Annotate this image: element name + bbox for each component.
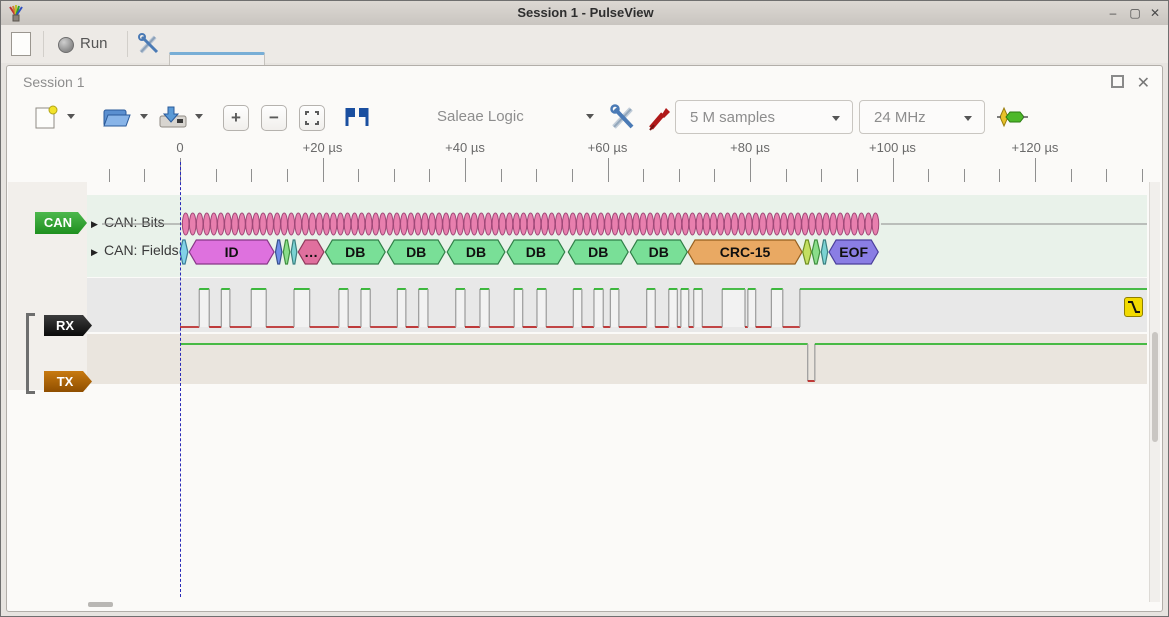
- vertical-scrollbar-handle[interactable]: [1152, 332, 1158, 442]
- row-label-can-bits: CAN: Bits: [104, 214, 165, 230]
- ruler-tick: [963, 169, 965, 182]
- ruler-tick: [821, 169, 823, 182]
- ruler-tick: [144, 169, 146, 182]
- window-title: Session 1 - PulseView: [517, 5, 654, 20]
- channels-probe-icon[interactable]: [647, 104, 673, 132]
- ruler-tick: [607, 158, 609, 182]
- channel-tag-rx[interactable]: RX: [44, 315, 92, 336]
- ruler-tick: [358, 169, 360, 182]
- device-dropdown-arrow[interactable]: [586, 114, 594, 119]
- ruler-tick: [1106, 169, 1108, 182]
- row-label-can-fields: CAN: Fields: [104, 242, 179, 258]
- ruler-tick: [500, 169, 502, 182]
- session-title: Session 1: [23, 74, 85, 90]
- sample-rate-value: 24 MHz: [874, 109, 926, 126]
- ruler-tick: [928, 169, 930, 182]
- open-file-icon[interactable]: [100, 102, 132, 132]
- settings-tools-icon[interactable]: [137, 32, 161, 56]
- decoder-row-background[interactable]: [87, 195, 1147, 277]
- ruler-tick: [215, 169, 217, 182]
- new-file-icon[interactable]: [32, 102, 62, 132]
- ruler-tick: [286, 169, 288, 182]
- sample-count-arrow: [832, 116, 840, 121]
- ruler-tick: [322, 158, 324, 182]
- trigger-buttons-icon[interactable]: [341, 104, 375, 130]
- channel-tag-tx[interactable]: TX: [44, 371, 92, 392]
- sample-count-select[interactable]: 5 M samples: [675, 100, 853, 134]
- open-dropdown-arrow[interactable]: [140, 114, 148, 119]
- session-subwindow: Session 1 ✕ + −: [6, 65, 1163, 612]
- ruler-tick: [856, 169, 858, 182]
- tx-row-background[interactable]: [87, 334, 1147, 384]
- ruler-label: +20 µs: [302, 140, 343, 155]
- save-file-icon[interactable]: [157, 102, 189, 132]
- ruler-tick: [251, 169, 253, 182]
- ruler-tick: [1141, 169, 1143, 182]
- ruler-tick: [1070, 169, 1072, 182]
- ruler-tick: [785, 169, 787, 182]
- toolbar-separator: [127, 31, 128, 57]
- new-dropdown-arrow[interactable]: [67, 114, 75, 119]
- ruler-label: +100 µs: [869, 140, 916, 155]
- ruler-tick: [892, 158, 894, 182]
- ruler-tick: [536, 169, 538, 182]
- rx-row-background[interactable]: [87, 278, 1147, 332]
- ruler-tick: [108, 169, 110, 182]
- sample-rate-arrow: [964, 116, 972, 121]
- ruler-label: +80 µs: [730, 140, 770, 155]
- sample-count-value: 5 M samples: [690, 109, 776, 126]
- save-dropdown-arrow[interactable]: [195, 114, 203, 119]
- zoom-fit-icon: [305, 111, 319, 125]
- title-bar[interactable]: Session 1 - PulseView – ▢ ✕: [1, 1, 1168, 26]
- zoom-in-button[interactable]: +: [223, 105, 249, 131]
- ruler-label: 0: [176, 140, 184, 155]
- ruler-tick: [678, 169, 680, 182]
- minimize-button[interactable]: –: [1109, 6, 1117, 20]
- toolbar-separator: [43, 31, 44, 57]
- add-decoder-icon[interactable]: [997, 106, 1029, 128]
- new-session-icon[interactable]: [11, 32, 31, 56]
- vertical-scrollbar[interactable]: [1149, 182, 1160, 602]
- run-button-label: Run: [80, 35, 108, 52]
- ruler-tick: [999, 169, 1001, 182]
- ruler-tick: [393, 169, 395, 182]
- ruler-label: +120 µs: [1011, 140, 1059, 155]
- main-toolbar: Run Session 1 ✕: [1, 25, 1168, 87]
- ruler-tick: [750, 158, 751, 182]
- float-window-button[interactable]: [1111, 75, 1124, 88]
- close-button[interactable]: ✕: [1149, 6, 1161, 20]
- ruler-label: +60 µs: [587, 140, 628, 155]
- ruler-tick: [571, 169, 573, 182]
- sample-rate-select[interactable]: 24 MHz: [859, 100, 985, 134]
- ruler-tick: [429, 169, 431, 182]
- device-config-icon[interactable]: [609, 104, 637, 132]
- ruler-tick: [643, 169, 645, 182]
- close-session-button[interactable]: ✕: [1136, 75, 1150, 92]
- device-selector[interactable]: Saleae Logic: [437, 108, 524, 125]
- falling-edge-icon: [1128, 301, 1140, 313]
- trigger-marker[interactable]: [1124, 297, 1143, 317]
- zoom-out-button[interactable]: −: [261, 105, 287, 131]
- app-logo-icon: [9, 5, 23, 22]
- zoom-fit-button[interactable]: [299, 105, 325, 131]
- ruler-tick: [714, 169, 716, 182]
- expander-fields-icon[interactable]: ▶: [91, 247, 98, 257]
- horizontal-scrollbar-handle[interactable]: [88, 602, 113, 607]
- channel-group-bracket[interactable]: [26, 313, 35, 394]
- ruler-tick: [1035, 158, 1036, 182]
- run-icon: [58, 37, 74, 53]
- ruler-tick: [465, 158, 466, 182]
- maximize-button[interactable]: ▢: [1129, 6, 1141, 20]
- ruler-label: +40 µs: [445, 140, 485, 155]
- time-cursor-line[interactable]: [180, 162, 181, 597]
- decoder-tag-can[interactable]: CAN: [35, 212, 87, 234]
- expander-bits-icon[interactable]: ▶: [91, 219, 98, 229]
